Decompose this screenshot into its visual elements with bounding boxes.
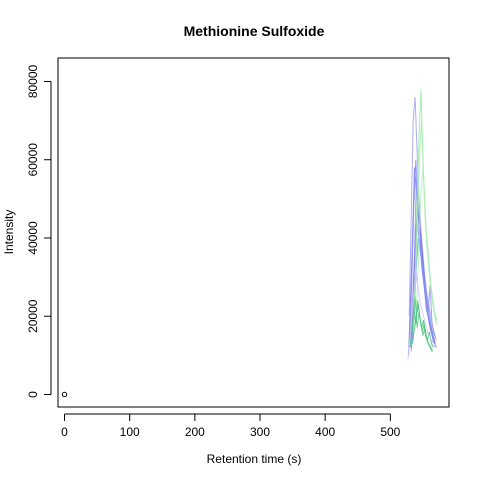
x-tick-label-200: 200: [185, 425, 205, 439]
x-tick-label-400: 400: [315, 425, 335, 439]
series-layer: [61, 89, 438, 398]
y-tick-label-40000: 40000: [26, 221, 40, 255]
x-tick-label-0: 0: [61, 425, 68, 439]
plot-frame: [57, 57, 450, 408]
ticks-layer: 0 100 200 300 400 500 0 20000 40000 60000 80000: [26, 64, 401, 439]
reference-point-marker: [61, 391, 68, 398]
series-line-10: [414, 167, 438, 329]
x-tick-label-100: 100: [120, 425, 140, 439]
x-tick-label-500: 500: [380, 425, 400, 439]
x-axis-label: Retention time (s): [207, 452, 302, 466]
series-line-13: [412, 304, 433, 352]
y-tick-label-60000: 60000: [26, 143, 40, 177]
y-tick-label-80000: 80000: [26, 64, 40, 98]
y-tick-label-20000: 20000: [26, 299, 40, 333]
series-line-3: [408, 97, 436, 336]
chart-title: Methionine Sulfoxide: [184, 23, 325, 39]
x-tick-label-300: 300: [250, 425, 270, 439]
y-axis-label: Intensity: [2, 210, 16, 255]
series-line-14: [407, 269, 436, 360]
y-tick-label-0: 0: [26, 391, 40, 398]
